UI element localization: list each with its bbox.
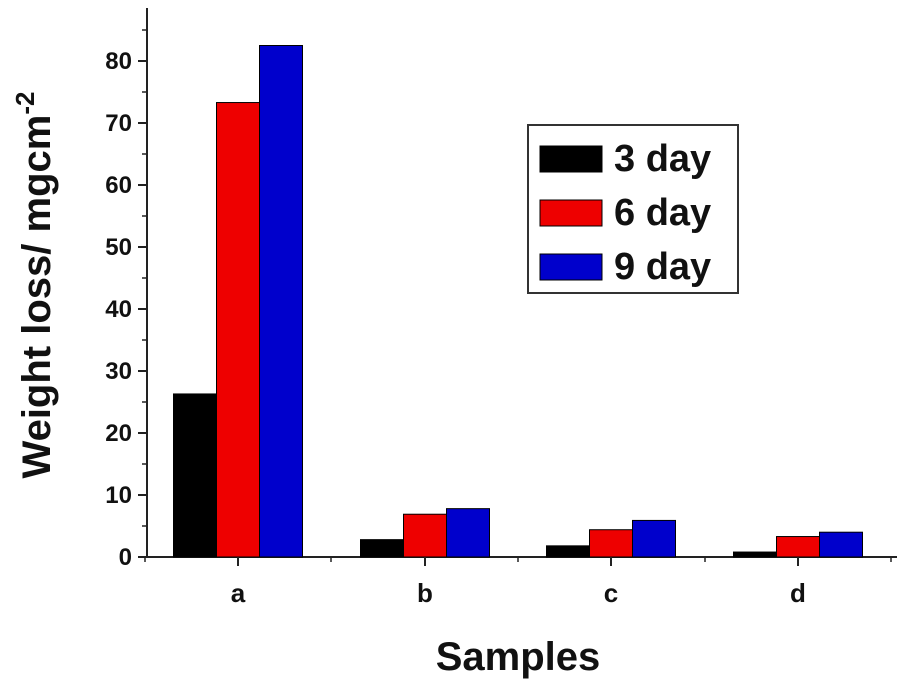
legend-label: 6 day — [614, 192, 711, 234]
x-tick-label: b — [417, 578, 433, 608]
x-category-labels: a b c d — [144, 557, 892, 608]
legend-label: 3 day — [614, 138, 711, 180]
y-tick-label: 20 — [105, 420, 132, 447]
bar-b-3-day — [360, 539, 404, 558]
legend: 3 day 6 day 9 day — [527, 124, 739, 294]
bar-d-3-day — [733, 551, 777, 558]
bar-a-6-day — [216, 102, 260, 558]
y-axis-title-main: Weight loss/ mgcm — [15, 115, 59, 479]
x-tick-label: d — [790, 578, 806, 608]
bars — [173, 45, 863, 558]
bar-b-6-day — [403, 513, 447, 558]
legend-label: 9 day — [614, 246, 711, 288]
x-axis-title: Samples — [436, 635, 601, 679]
legend-swatch — [539, 253, 603, 281]
x-tick-label: c — [604, 578, 618, 608]
y-tick-label: 0 — [119, 544, 132, 571]
y-axis-title: Weight loss/ mgcm-2 — [10, 92, 59, 479]
bar-c-6-day — [589, 529, 633, 558]
y-axis-title-superscript: -2 — [10, 92, 40, 115]
bar-d-9-day — [819, 531, 863, 558]
bar-d-6-day — [776, 536, 820, 558]
y-tick-label: 80 — [105, 48, 132, 75]
legend-swatch — [539, 199, 603, 227]
y-tick-label: 40 — [105, 296, 132, 323]
bar-a-3-day — [173, 393, 217, 558]
y-tick-label: 50 — [105, 234, 132, 261]
x-tick-label: a — [231, 578, 246, 608]
y-tick-label: 10 — [105, 482, 132, 509]
y-tick-label: 60 — [105, 172, 132, 199]
bar-a-9-day — [259, 45, 303, 558]
legend-swatch — [539, 145, 603, 173]
y-tick-label: 30 — [105, 358, 132, 385]
bar-b-9-day — [446, 508, 490, 558]
bar-c-3-day — [546, 545, 590, 558]
y-ticks: 0 10 20 30 40 50 60 70 80 — [105, 29, 147, 571]
bar-c-9-day — [632, 519, 676, 558]
y-tick-label: 70 — [105, 110, 132, 137]
